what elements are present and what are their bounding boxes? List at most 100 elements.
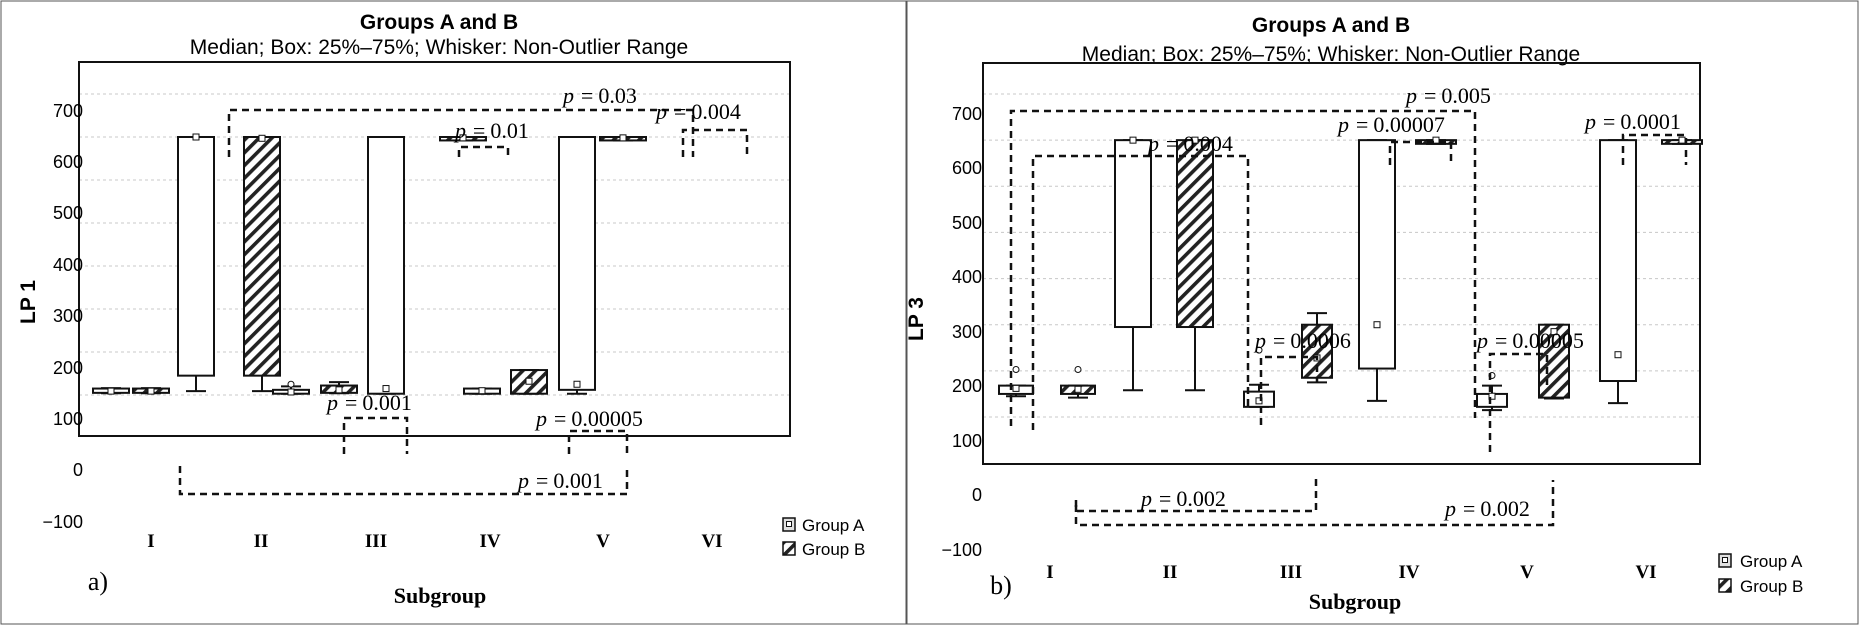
panel-b-x-tick-label: II [1163, 562, 1178, 583]
p-value-label: p = 0.0006 [1253, 328, 1351, 353]
bracket-vi-a-b [1621, 133, 1688, 165]
panel-b-boxes [998, 136, 1703, 412]
bracket-i-v-lower [1074, 480, 1555, 527]
box-II-b [1176, 139, 1214, 329]
panel-b-x-tick-label: IV [1398, 562, 1419, 583]
panel-b-border [906, 0, 1859, 625]
panel-a-y-tick-label: −100 [42, 512, 83, 532]
panel-a-x-tick-label: II [254, 531, 269, 552]
panel-a-x-ticks: I II III IV V VI [147, 531, 722, 552]
panel-a-x-tick-label: V [596, 531, 610, 552]
box-IV-a [1358, 139, 1396, 370]
panel-a-gridlines [78, 61, 791, 437]
panel-b-y-tick-label: 0 [972, 485, 982, 505]
legend-label-group-a: Group A [802, 516, 865, 535]
panel-b-y-tick-label: 100 [952, 431, 982, 451]
median-marker [573, 380, 581, 388]
panel-a-y-tick-label: 600 [53, 152, 83, 172]
panel-b-x-tick-label: V [1520, 562, 1534, 583]
panel-b-gridlines [982, 62, 1701, 465]
median-marker [335, 386, 343, 394]
p-value-label: p = 0.001 [516, 468, 603, 493]
panel-a-x-tick-label: I [147, 531, 154, 552]
p-value-label: p = 0.01 [453, 118, 529, 143]
panel-b-y-ticks: 700 600 500 400 300 200 100 0 −100 [941, 104, 982, 560]
panel-a-p-values: p = 0.03 p = 0.004 p = 0.01 p = 0.001 p = 0.0… [325, 83, 741, 493]
bracket-iv-a-b [457, 145, 510, 157]
panel-b-y-tick-label: 200 [952, 376, 982, 396]
median-marker [107, 387, 115, 395]
median-marker [1191, 136, 1199, 144]
median-marker [459, 134, 467, 142]
p-value-label: p = 0.00005 [1475, 328, 1584, 353]
median-marker [1614, 351, 1622, 359]
outlier-point [287, 380, 295, 388]
box-VI-a [558, 136, 596, 391]
outlier-point [1255, 346, 1263, 354]
panel-b-p-values: p = 0.005 p = 0.00007 p = 0.004 p = 0.0001 p… [1139, 83, 1681, 521]
panel-b-title: Groups A and B [1252, 14, 1410, 37]
panel-b-subtitle: Median; Box: 25%–75%; Whisker: Non-Outli… [1082, 43, 1580, 66]
panel-a-subtitle: Median; Box: 25%–75%; Whisker: Non-Outli… [190, 36, 688, 59]
p-value-label: p = 0.0001 [1583, 109, 1681, 134]
bracket-i-v [1009, 109, 1477, 426]
p-value-label: p = 0.00005 [534, 406, 643, 431]
panel-a: Groups A and B Median; Box: 25%–75%; Whi… [0, 0, 907, 625]
median-marker [1012, 384, 1020, 392]
p-value-label: p = 0.002 [1443, 496, 1530, 521]
panel-b-y-tick-label: 300 [952, 322, 982, 342]
bracket-vi-a-b [681, 128, 749, 157]
panel-a-title: Groups A and B [360, 11, 518, 34]
median-marker [1550, 328, 1558, 336]
median-marker [525, 377, 533, 385]
panel-b-significance-brackets [1009, 109, 1688, 527]
median-marker [619, 134, 627, 142]
panel-b-y-axis-label: LP 3 [905, 297, 928, 341]
panel-a-y-tick-label: 0 [73, 460, 83, 480]
box-IV-a [367, 136, 405, 395]
panel-a-y-tick-label: 700 [53, 101, 83, 121]
panel-a-y-tick-label: 200 [53, 358, 83, 378]
bracket-iii-a-b [342, 416, 409, 454]
p-value-label: p = 0.004 [654, 99, 741, 124]
panel-a-panel-label: a) [88, 567, 108, 596]
p-value-label: p = 0.03 [561, 83, 637, 108]
panel-b-x-tick-label: VI [1635, 562, 1656, 583]
panel-a-x-tick-label: IV [479, 531, 500, 552]
legend-swatch-group-b [782, 541, 796, 556]
median-marker [478, 387, 486, 395]
panel-b-x-tick-label: I [1046, 562, 1053, 583]
bracket-iii-a-b [1259, 355, 1319, 425]
panel-b-x-ticks: I II III IV V VI [1046, 562, 1656, 583]
panel-a-border [0, 0, 907, 625]
legend-label-group-b: Group B [802, 540, 865, 559]
panel-a-x-axis-label: Subgroup [394, 583, 487, 608]
panel-b-legend: Group A Group B [1718, 552, 1803, 596]
panel-b-y-tick-label: −100 [941, 540, 982, 560]
p-value-label: p = 0.002 [1139, 486, 1226, 511]
panel-b-y-tick-label: 400 [952, 267, 982, 287]
bracket-ii-vi [227, 108, 695, 157]
panel-b-y-tick-label: 700 [952, 104, 982, 124]
outlier-point [1074, 365, 1082, 373]
plot-frame [78, 61, 791, 437]
median-marker [1678, 136, 1686, 144]
legend-label-group-b: Group B [1740, 577, 1803, 596]
panel-a-y-tick-label: 400 [53, 255, 83, 275]
panel-a-y-ticks: 700 600 500 400 300 200 100 0 −100 [42, 101, 83, 532]
box-II-a [177, 136, 215, 377]
median-marker [258, 134, 266, 142]
p-value-label: p = 0.00007 [1336, 112, 1445, 137]
p-value-label: p = 0.005 [1404, 83, 1491, 108]
outlier-point [1012, 365, 1020, 373]
panel-b-y-tick-label: 600 [952, 158, 982, 178]
panel-a-y-tick-label: 500 [53, 203, 83, 223]
panel-a-y-axis-label: LP 1 [17, 280, 40, 324]
plot-frame [982, 62, 1701, 465]
panel-a-significance-brackets [178, 108, 749, 496]
panel-a-y-tick-label: 300 [53, 306, 83, 326]
bracket-i-iii [1031, 154, 1250, 430]
legend-swatch-group-b [1718, 578, 1732, 593]
panel-b-y-tick-label: 500 [952, 213, 982, 233]
